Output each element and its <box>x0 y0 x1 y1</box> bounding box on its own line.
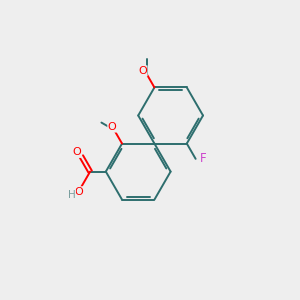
Text: H: H <box>68 190 75 200</box>
Text: F: F <box>200 152 207 165</box>
Text: O: O <box>74 187 83 197</box>
Text: O: O <box>108 122 117 132</box>
Text: O: O <box>72 147 81 158</box>
Text: O: O <box>138 66 147 76</box>
